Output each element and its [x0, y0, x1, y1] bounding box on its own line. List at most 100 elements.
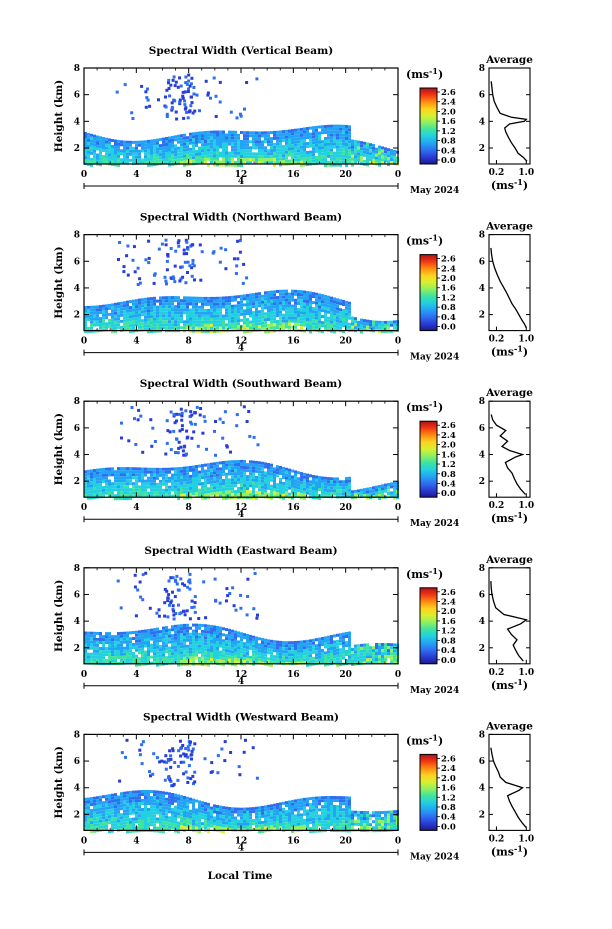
profile-x-tick-label: 0.2 — [489, 335, 505, 345]
profile-title: Average — [485, 221, 533, 233]
x-tick-label: 0 — [395, 170, 401, 180]
x-tick-label: 8 — [186, 670, 192, 680]
profile-x-tick-label: 1.0 — [518, 335, 534, 345]
average-profile: Average 2 4 6 8 0.2 1.0(ms-1) — [479, 221, 534, 359]
average-profile: Average 2 4 6 8 0.2 1.0(ms-1) — [479, 720, 534, 858]
heatmap-field — [84, 571, 399, 667]
day-bar: 4 May 2024 — [83, 510, 459, 529]
profile-x-tick-label: 0.2 — [489, 668, 505, 678]
x-axis: 0 4 8 12 16 20 0 — [81, 68, 401, 180]
y-axis: 2 4 6 8 Height (km) — [53, 730, 398, 820]
x-tick-label: 20 — [339, 836, 352, 846]
colorbar-tick-label: 0.8 — [441, 803, 456, 813]
y-axis-label: Height (km) — [53, 580, 65, 652]
x-tick-label: 12 — [235, 670, 248, 680]
profile-frame — [488, 567, 531, 665]
date-label: May 2024 — [410, 186, 459, 196]
y-tick-label: 2 — [74, 144, 80, 154]
x-tick-label: 0 — [395, 503, 401, 513]
colorbar-tick-label: 2.4 — [441, 98, 456, 108]
profile-y-tick-label: 4 — [479, 117, 485, 127]
date-label: May 2024 — [410, 353, 459, 363]
profile-line — [490, 247, 527, 329]
colorbar-tick-label: 1.6 — [441, 450, 456, 460]
profile-unit: (ms-1) — [491, 344, 528, 359]
colorbar-tick-label: 2.4 — [441, 764, 456, 774]
heatmap-field — [84, 73, 399, 167]
x-tick-label: 0 — [395, 836, 401, 846]
profile-x-tick-label: 1.0 — [518, 668, 534, 678]
colorbar-tick-label: 1.6 — [441, 617, 456, 627]
y-tick-label: 6 — [74, 91, 80, 101]
profile-y-tick-label: 2 — [479, 810, 485, 820]
x-tick-label: 12 — [235, 170, 248, 180]
x-tick-label: 20 — [339, 503, 352, 513]
profile-frame — [488, 733, 531, 831]
x-tick-label: 8 — [186, 503, 192, 513]
colorbar-unit: (ms-1) — [406, 66, 443, 81]
colorbar-tick-label: 1.6 — [441, 284, 456, 294]
colorbar-tick-label: 0.4 — [441, 479, 456, 489]
x-tick-label: 4 — [133, 670, 139, 680]
colorbar: (ms-1) 2.62.42.01.61.20.80.40.0 — [406, 566, 456, 666]
average-profile: Average 2 4 6 8 0.2 1.0(ms-1) — [479, 54, 534, 192]
colorbar-unit: (ms-1) — [406, 732, 443, 747]
y-tick-label: 2 — [74, 477, 80, 487]
x-tick-label: 16 — [287, 670, 300, 680]
date-label: May 2024 — [410, 686, 459, 696]
x-tick-label: 0 — [81, 170, 87, 180]
colorbar-tick-label: 0.4 — [441, 313, 456, 323]
profile-title: Average — [485, 554, 533, 566]
day-label: 4 — [238, 344, 244, 354]
profile-y-tick-label: 8 — [479, 64, 485, 74]
date-label: May 2024 — [410, 519, 459, 529]
heatmap-field — [84, 738, 399, 834]
x-tick-label: 8 — [186, 337, 192, 347]
colorbar-tick-label: 2.0 — [441, 607, 456, 617]
profile-y-tick-label: 2 — [479, 644, 485, 654]
colorbar-tick-label: 2.4 — [441, 598, 456, 608]
y-tick-label: 8 — [74, 64, 80, 74]
profile-title: Average — [485, 720, 533, 732]
profile-unit: (ms-1) — [491, 177, 528, 192]
x-tick-label: 4 — [133, 170, 139, 180]
x-tick-label: 0 — [81, 337, 87, 347]
y-tick-label: 8 — [74, 730, 80, 740]
colorbar-tick-label: 2.6 — [441, 255, 456, 265]
colorbar-tick-label: 2.0 — [441, 107, 456, 117]
x-tick-label: 12 — [235, 503, 248, 513]
y-axis-label: Height (km) — [53, 413, 65, 485]
colorbar-tick-label: 2.6 — [441, 421, 456, 431]
colorbar-unit: (ms-1) — [406, 566, 443, 581]
y-tick-label: 6 — [74, 257, 80, 267]
panel-1: Spectral Width (Vertical Beam)0 4 8 12 16 20 0… — [53, 45, 534, 196]
colorbar-tick-label: 1.2 — [441, 127, 456, 137]
y-tick-label: 6 — [74, 590, 80, 600]
x-tick-label: 8 — [186, 836, 192, 846]
y-tick-label: 4 — [74, 451, 80, 461]
day-label: 4 — [238, 843, 244, 853]
x-axis: 0 4 8 12 16 20 0 — [81, 734, 401, 846]
x-tick-label: 16 — [287, 503, 300, 513]
profile-y-tick-label: 2 — [479, 477, 485, 487]
colorbar-tick-label: 0.8 — [441, 303, 456, 313]
x-tick-label: 16 — [287, 337, 300, 347]
profile-x-tick-label: 0.2 — [489, 168, 505, 178]
profile-y-tick-label: 8 — [479, 564, 485, 574]
profile-frame — [488, 234, 531, 332]
profile-y-tick-label: 6 — [479, 91, 485, 101]
colorbar: (ms-1) 2.62.42.01.61.20.80.40.0 — [406, 399, 456, 499]
y-axis-label: Height (km) — [53, 246, 65, 318]
date-label: May 2024 — [410, 852, 459, 862]
y-axis: 2 4 6 8 Height (km) — [53, 231, 398, 321]
average-profile: Average 2 4 6 8 0.2 1.0(ms-1) — [479, 387, 534, 525]
x-tick-label: 4 — [133, 337, 139, 347]
colorbar-tick-label: 2.4 — [441, 264, 456, 274]
panel-3: Spectral Width (Southward Beam)0 4 8 12 16 20… — [53, 378, 534, 529]
y-tick-label: 2 — [74, 644, 80, 654]
colorbar-tick-label: 2.0 — [441, 441, 456, 451]
colorbar-tick-label: 2.6 — [441, 754, 456, 764]
colorbar-tick-label: 2.6 — [441, 88, 456, 98]
y-tick-label: 6 — [74, 757, 80, 767]
